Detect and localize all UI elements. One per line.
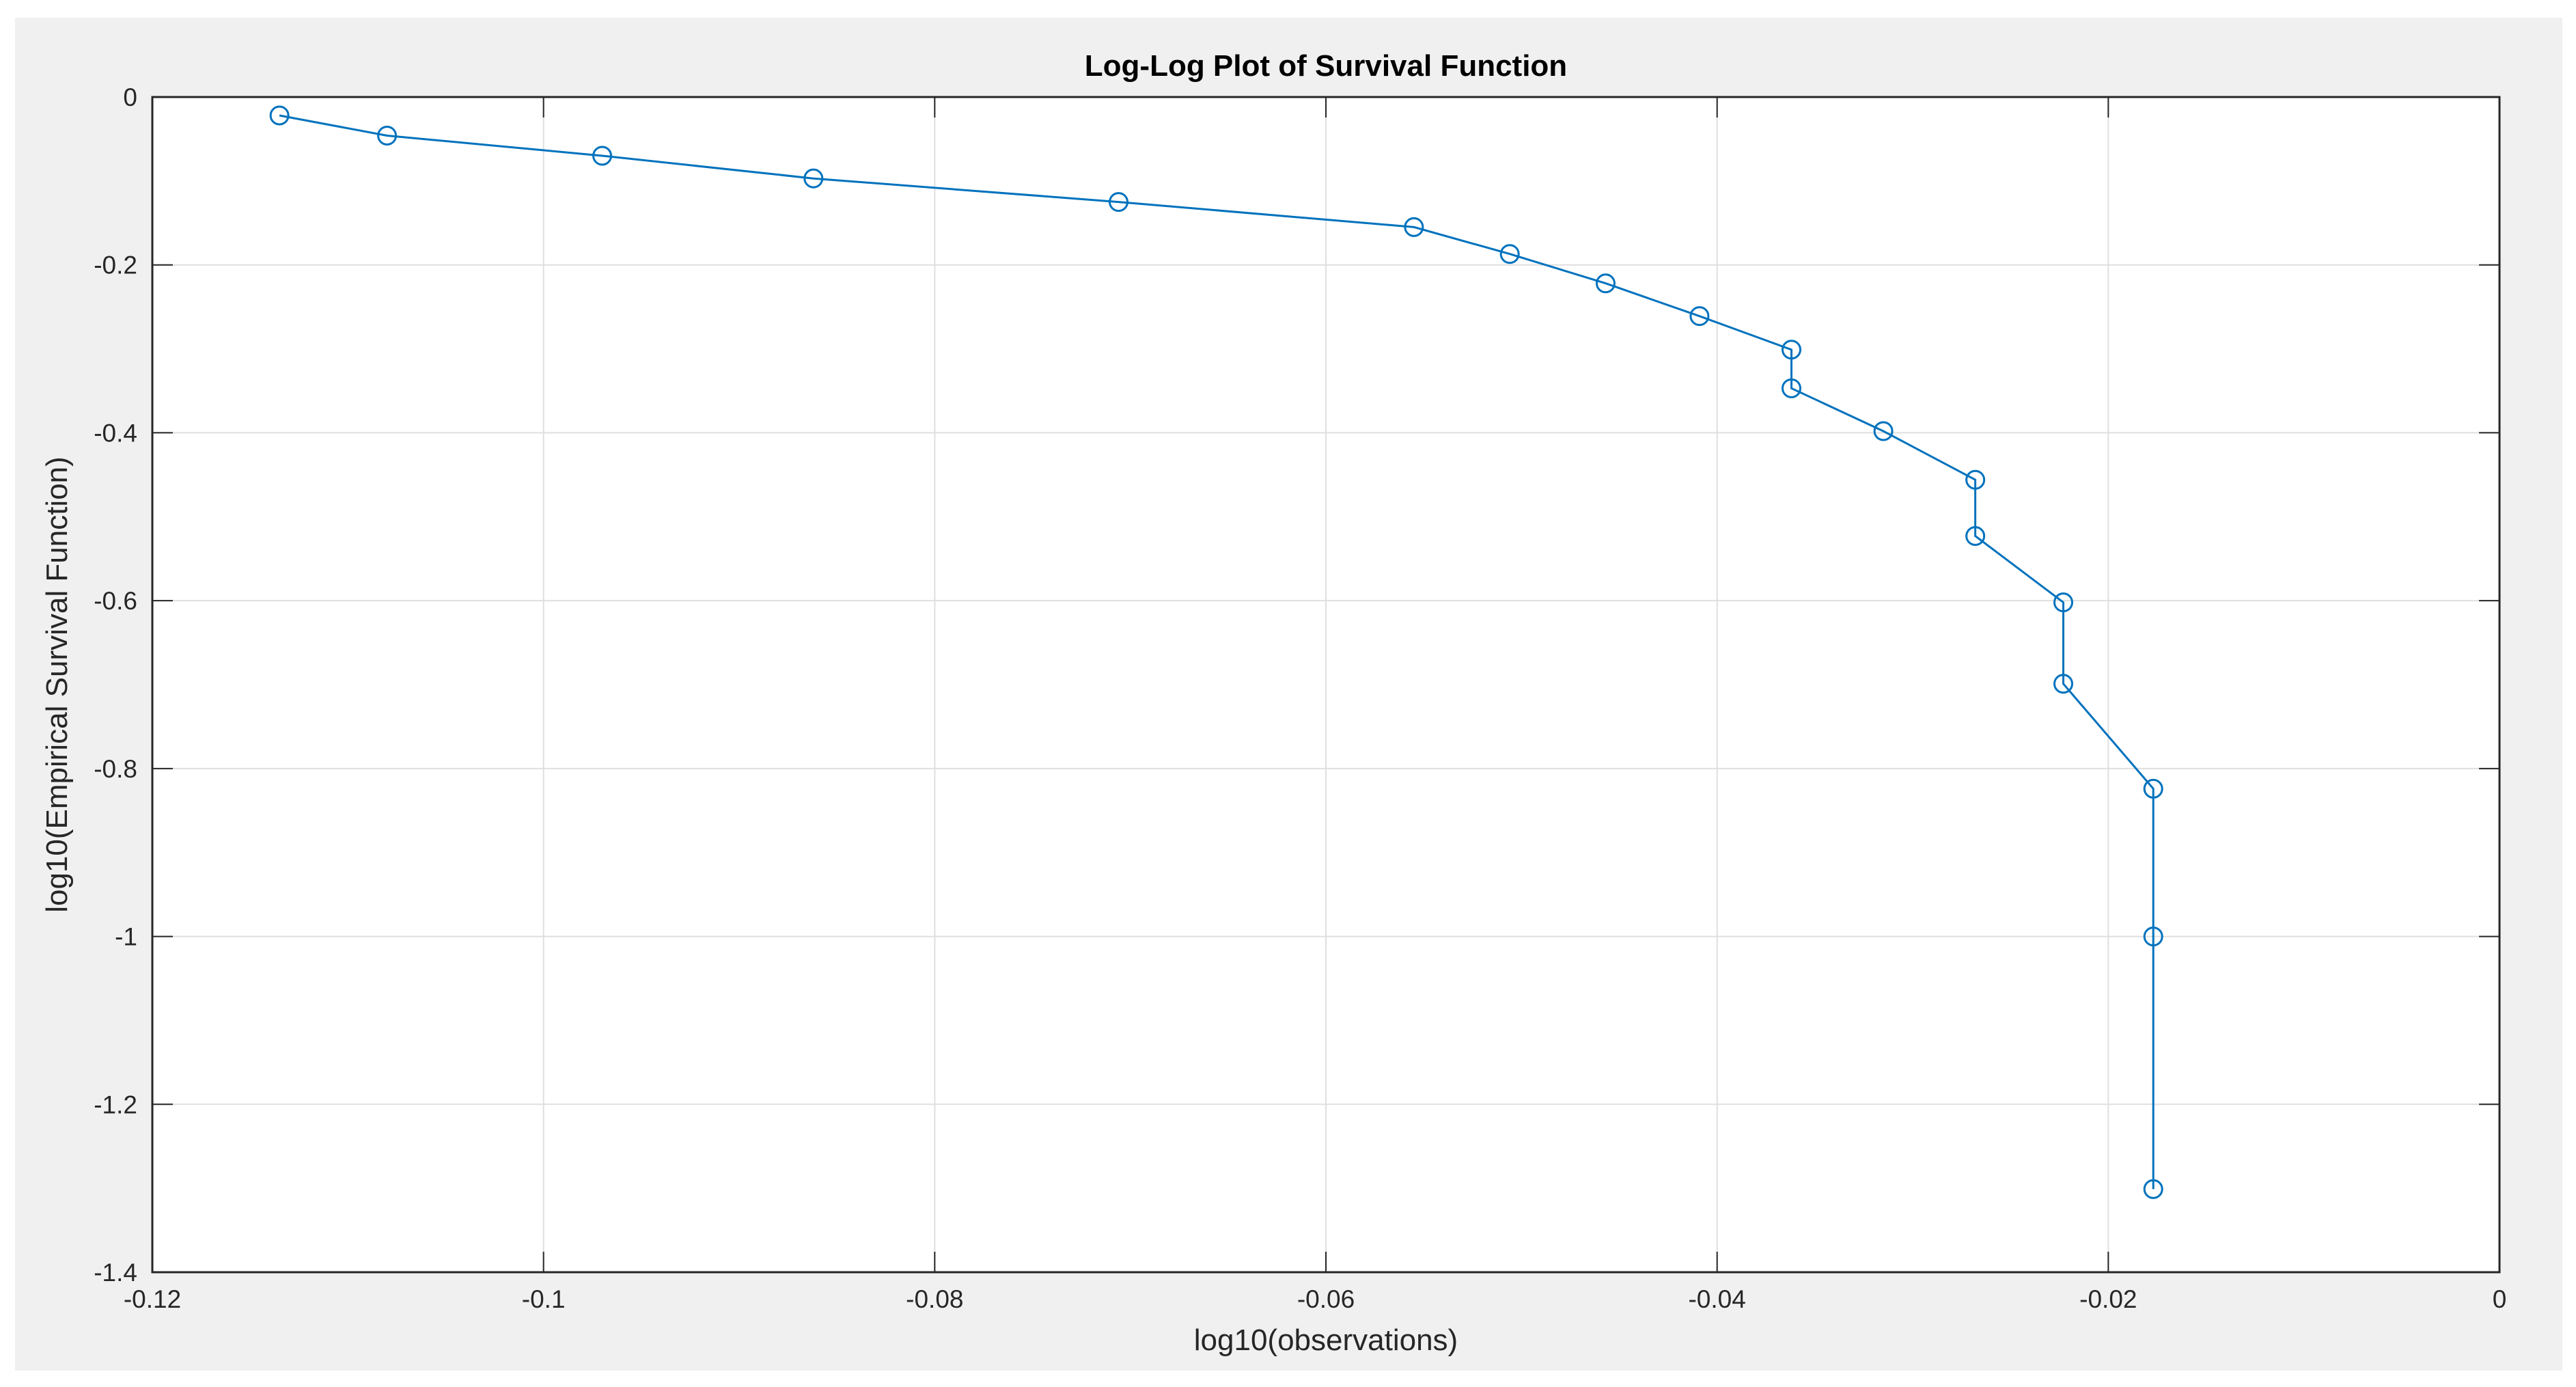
data-point [1108,192,1128,212]
data-point [592,146,613,166]
y-axis-label: log10(Empirical Survival Function) [40,456,74,913]
y-tick-labels: 0 -0.2 -0.4 -0.6 -0.8 -1 -1.2 -1.4 [94,83,137,1287]
x-tick-label: -0.04 [1688,1285,1745,1313]
data-point [1689,306,1710,327]
x-tick-label: 0 [2493,1285,2507,1313]
x-axis-label: log10(observations) [1194,1323,1458,1357]
data-point [2053,674,2073,694]
data-point [1499,244,1520,264]
y-tick-label: -1 [115,923,137,951]
x-tick-labels: -0.12 -0.1 -0.08 -0.06 -0.04 -0.02 0 [124,1285,2506,1313]
plot-frame [151,96,2501,1274]
figure-canvas: Log-Log Plot of Survival Function -0.12-… [15,18,2562,1371]
x-tick-label: -0.02 [2079,1285,2137,1313]
y-tick-label: 0 [123,83,137,111]
data-point [269,105,290,126]
y-tick-label: -0.2 [94,251,137,279]
data-point [1595,273,1616,294]
data-point [377,126,398,146]
data-point [1965,469,1986,490]
data-point [1781,378,1801,398]
data-point [1873,421,1894,441]
data-point [2143,1179,2163,1199]
y-tick-label: -0.4 [94,419,137,447]
x-tick-label: -0.12 [124,1285,181,1313]
data-point [1965,526,1986,547]
y-tick-label: -1.2 [94,1090,137,1118]
series-layer [269,105,2163,1199]
data-point [1781,340,1801,360]
x-tick-label: -0.08 [906,1285,963,1313]
log-log-survival-chart: Log-Log Plot of Survival Function -0.12-… [40,49,2506,1357]
data-point [2143,778,2163,799]
chart-title: Log-Log Plot of Survival Function [1085,49,1567,83]
y-tick-label: -0.8 [94,755,137,783]
y-tick-label: -1.4 [94,1259,137,1287]
x-tick-label: -0.06 [1297,1285,1355,1313]
data-point [2143,926,2163,947]
data-point [1404,217,1424,237]
data-point [2053,592,2073,613]
x-tick-label: -0.1 [522,1285,566,1313]
series-line [279,114,2155,1190]
y-tick-label: -0.6 [94,587,137,615]
data-point [803,168,824,189]
